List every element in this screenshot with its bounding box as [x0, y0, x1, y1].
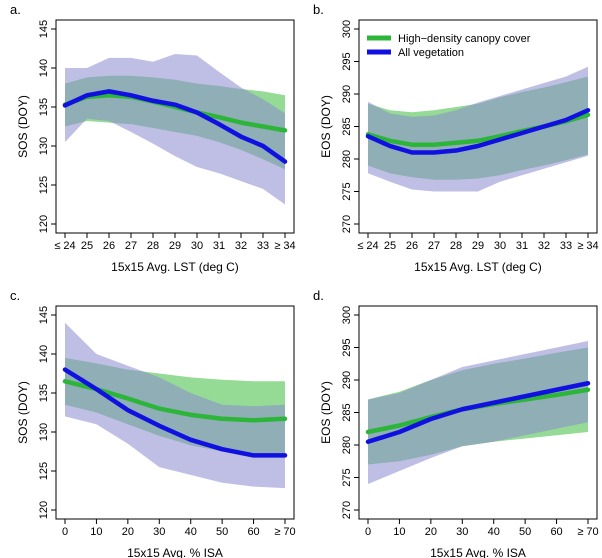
y-tick-label: 275	[341, 182, 353, 200]
y-axis-label: EOS (DOY)	[319, 95, 333, 158]
x-tick-label: ≤ 24	[357, 240, 378, 252]
x-tick-label: 26	[103, 240, 115, 252]
x-tick-label: 28	[147, 240, 159, 252]
y-tick-label: 280	[341, 436, 353, 454]
x-tick-label: 27	[428, 240, 440, 252]
panel-d: 0 10 20 30 40 50 60 ≥ 70 270 275 280 285 290 295 300 15…	[313, 288, 599, 558]
x-tick-label: 33	[560, 240, 572, 252]
y-axis-label: EOS (DOY)	[319, 381, 333, 444]
line-all-vegetation	[365, 108, 591, 155]
panel-label: b.	[313, 2, 324, 17]
x-tick-label: 60	[247, 526, 259, 538]
x-tick-label: 0	[365, 526, 371, 538]
y-tick-label: 130	[38, 423, 50, 441]
x-tick-label: 30	[456, 526, 468, 538]
x-tick-label: 27	[125, 240, 137, 252]
band-all-vegetation	[65, 322, 285, 489]
x-tick-label: 0	[62, 526, 68, 538]
x-tick-label: 25	[81, 240, 93, 252]
x-tick-label: 30	[191, 240, 203, 252]
x-tick-label: 30	[153, 526, 165, 538]
x-tick-label: 26	[406, 240, 418, 252]
x-tick-label: 32	[538, 240, 550, 252]
y-tick-label: 270	[341, 215, 353, 233]
legend-label: High−density canopy cover	[398, 33, 531, 45]
legend: High−density canopy cover All vegetation	[367, 33, 531, 59]
y-tick-label: 140	[38, 59, 50, 77]
x-tick-label: ≥ 34	[577, 240, 598, 252]
y-axis-label: SOS (DOY)	[16, 95, 30, 158]
y-tick-label: 285	[341, 403, 353, 421]
x-tick-label: 10	[90, 526, 102, 538]
panel-b: ≤ 24 25 26 27 28 29 30 31 32 33 ≥ 34 270 275 280 285 29…	[313, 2, 599, 274]
y-tick-label: 290	[341, 85, 353, 103]
x-tick-label: 30	[494, 240, 506, 252]
legend-label: All vegetation	[398, 47, 464, 59]
y-tick-label: 125	[38, 176, 50, 194]
y-tick-label: 300	[341, 20, 353, 38]
y-tick-label: 280	[341, 150, 353, 168]
x-tick-label: ≤ 24	[54, 240, 75, 252]
plot-frame	[55, 305, 295, 520]
x-tick-label: 31	[213, 240, 225, 252]
band-all-vegetation	[65, 53, 285, 205]
y-tick-label: 295	[341, 52, 353, 70]
x-tick-label: 33	[257, 240, 269, 252]
x-tick-label: 50	[216, 526, 228, 538]
x-tick-label: 20	[122, 526, 134, 538]
y-tick-label: 290	[341, 371, 353, 389]
y-tick-label: 125	[38, 462, 50, 480]
line-all-vegetation	[62, 89, 288, 164]
line-all-vegetation	[62, 367, 288, 458]
x-tick-label: 28	[450, 240, 462, 252]
x-tick-label: ≥ 70	[274, 526, 295, 538]
y-tick-label: 140	[38, 345, 50, 363]
panel-label: d.	[313, 288, 324, 303]
x-tick-label: 50	[519, 526, 531, 538]
y-tick-label: 135	[38, 384, 50, 402]
x-axis-label: 15x15 Avg. LST (deg C)	[414, 260, 542, 274]
y-tick-label: 275	[341, 468, 353, 486]
y-tick-label: 120	[38, 215, 50, 233]
x-tick-label: 29	[169, 240, 181, 252]
panel-label: a.	[10, 2, 21, 17]
y-tick-label: 135	[38, 98, 50, 116]
x-tick-label: 40	[185, 526, 197, 538]
panel-a: ≤ 24 25 26 27 28 29 30 31 32 33 ≥ 34 120 125 130 135 14…	[10, 2, 296, 274]
x-tick-label: 10	[393, 526, 405, 538]
y-tick-label: 130	[38, 137, 50, 155]
x-tick-label: 40	[488, 526, 500, 538]
y-tick-label: 145	[38, 306, 50, 324]
x-tick-label: 32	[235, 240, 247, 252]
x-axis-label: 15x15 Avg. LST (deg C)	[111, 260, 239, 274]
x-tick-label: ≥ 70	[577, 526, 598, 538]
panel-c: 0 10 20 30 40 50 60 ≥ 70 120 125 130 135 140 145 15x15…	[10, 288, 296, 558]
x-tick-label: ≥ 34	[274, 240, 295, 252]
y-axis-label: SOS (DOY)	[16, 381, 30, 444]
band-all-vegetation	[368, 66, 588, 192]
y-tick-label: 120	[38, 501, 50, 519]
x-tick-label: 31	[516, 240, 528, 252]
line-all-vegetation	[365, 381, 591, 444]
y-tick-label: 300	[341, 306, 353, 324]
band-all-vegetation	[368, 341, 588, 484]
panel-label: c.	[10, 288, 20, 303]
y-tick-label: 270	[341, 501, 353, 519]
y-tick-label: 295	[341, 338, 353, 356]
x-tick-label: 20	[425, 526, 437, 538]
x-axis-label: 15x15 Avg. % ISA	[127, 546, 223, 558]
y-tick-label: 145	[38, 20, 50, 38]
x-tick-label: 29	[472, 240, 484, 252]
y-tick-label: 285	[341, 117, 353, 135]
x-tick-label: 60	[550, 526, 562, 538]
x-axis-label: 15x15 Avg. % ISA	[430, 546, 526, 558]
x-tick-label: 25	[384, 240, 396, 252]
